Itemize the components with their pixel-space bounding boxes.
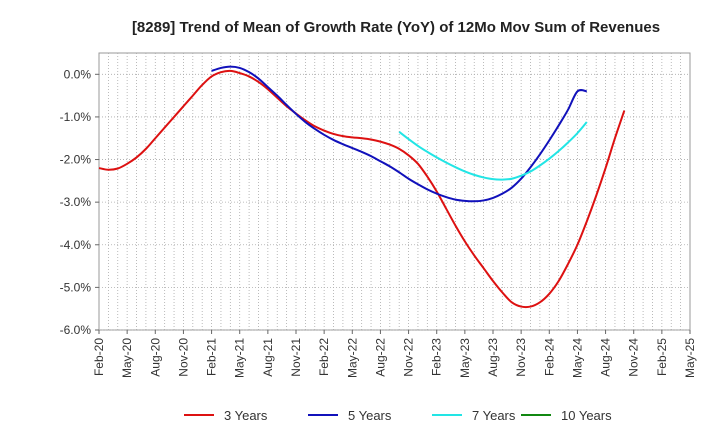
x-axis-ticks: Feb-20 May-20 Aug-20 Nov-20 Feb-21 May-21 Aug-…: [92, 330, 697, 378]
x-tick-label: May-24: [570, 338, 584, 378]
series-line-3-years: [98, 69, 626, 309]
legend-label-3-years: 3 Years: [224, 408, 268, 423]
x-tick-label: Feb-22: [317, 338, 331, 376]
y-tick-label: -6.0%: [60, 323, 92, 337]
x-tick-label: Nov-24: [627, 338, 641, 377]
x-tick-label: Nov-23: [514, 338, 528, 377]
x-tick-label: May-23: [458, 338, 472, 378]
x-tick-label: Nov-22: [402, 338, 416, 377]
x-tick-label: May-21: [233, 338, 247, 378]
legend-label-7-years: 7 Years: [472, 408, 516, 423]
y-axis-ticks: 0.0% -1.0% -2.0% -3.0% -4.0% -5.0% -6.0%: [60, 67, 99, 337]
x-tick-label: May-22: [345, 338, 359, 378]
grid-lines: [99, 53, 690, 331]
x-tick-label: Aug-24: [599, 338, 613, 377]
x-tick-label: Feb-24: [542, 338, 556, 376]
x-tick-label: Aug-23: [486, 338, 500, 377]
plot-area: [98, 52, 691, 331]
y-tick-label: -5.0%: [60, 280, 92, 294]
x-tick-label: Aug-22: [373, 338, 387, 377]
x-tick-label: May-20: [120, 338, 134, 378]
x-tick-label: Nov-21: [289, 338, 303, 377]
legend-label-10-years: 10 Years: [561, 408, 612, 423]
y-tick-label: -1.0%: [60, 110, 92, 124]
y-tick-label: -2.0%: [60, 153, 92, 167]
x-tick-label: Aug-20: [148, 338, 162, 377]
y-tick-label: -4.0%: [60, 238, 92, 252]
x-tick-label: Feb-25: [655, 338, 669, 376]
x-tick-label: Feb-21: [205, 338, 219, 376]
series-lines: [98, 65, 626, 309]
y-tick-label: 0.0%: [64, 67, 92, 81]
legend: 3 Years 5 Years 7 Years 10 Years: [184, 408, 612, 423]
series-line-7-years: [398, 121, 588, 181]
x-tick-label: Feb-23: [430, 338, 444, 376]
x-tick-label: Aug-21: [261, 338, 275, 377]
chart-title: [8289] Trend of Mean of Growth Rate (YoY…: [132, 19, 660, 36]
y-tick-label: -3.0%: [60, 195, 92, 209]
x-tick-label: May-25: [683, 338, 697, 378]
x-tick-label: Feb-20: [92, 338, 106, 376]
legend-label-5-years: 5 Years: [348, 408, 392, 423]
x-tick-label: Nov-20: [176, 338, 190, 377]
